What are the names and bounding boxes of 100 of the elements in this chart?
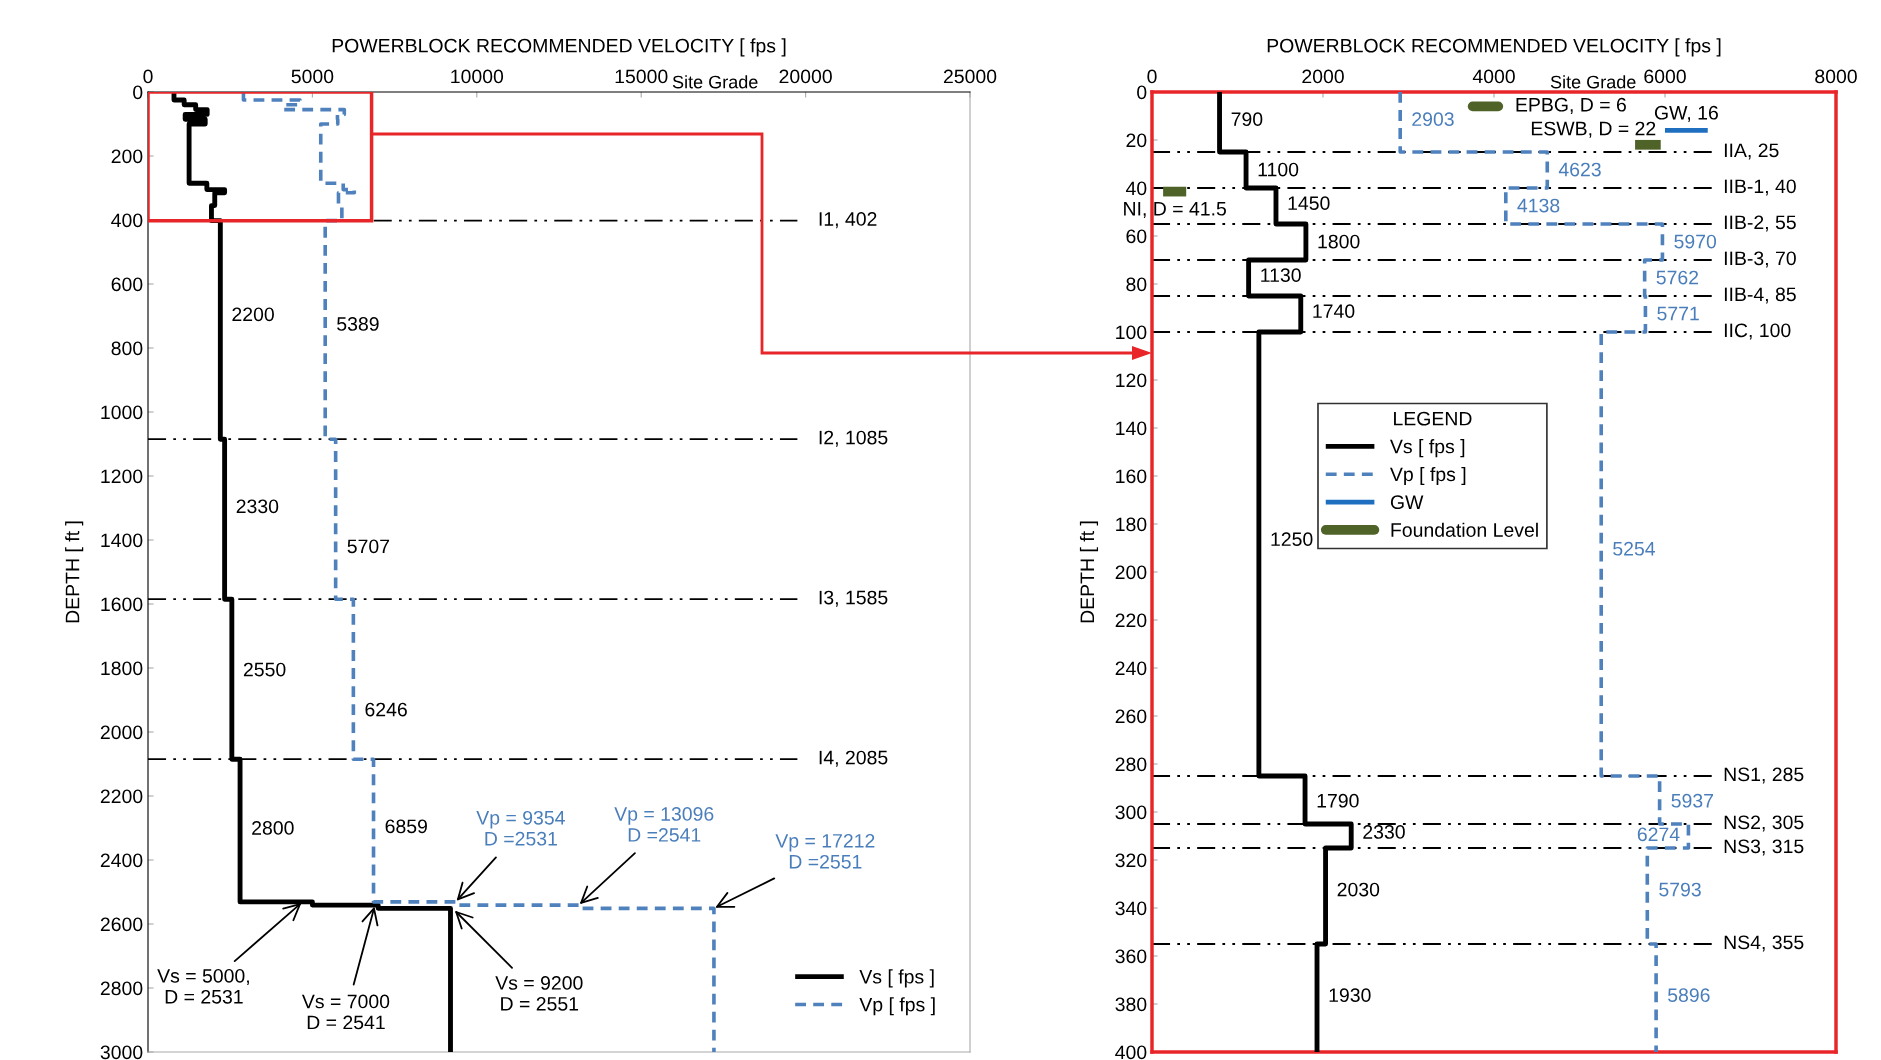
y-tick-label: 200: [1115, 565, 1147, 580]
legend-label: Vs [ fps ]: [1390, 439, 1465, 458]
y-tick-label: 0: [1137, 85, 1147, 100]
annotation: 5937: [1671, 793, 1713, 808]
annotation: 790: [1231, 112, 1263, 127]
ref-line-label: NS4, 355: [1724, 935, 1804, 952]
annotation: ESWB, D = 22: [1531, 121, 1656, 138]
ref-line-label: I3, 1585: [819, 590, 888, 607]
y-tick-label: 80: [1126, 277, 1147, 292]
ref-line-label: I4, 2085: [819, 750, 888, 767]
y-tick-label: 1800: [101, 661, 143, 676]
ref-line-label: IIB-4, 85: [1724, 287, 1796, 304]
annotation: 1250: [1271, 532, 1313, 547]
ref-line-label: IIB-3, 70: [1724, 251, 1796, 268]
annotation: 1450: [1288, 196, 1330, 211]
y-tick-label: 100: [1116, 325, 1147, 340]
ref-line-label: NS1, 285: [1724, 767, 1804, 784]
x-tick-label: 0: [143, 69, 153, 84]
y-tick-label: 2600: [100, 917, 143, 932]
y-tick-label: 20: [1126, 133, 1147, 148]
text: Site Grade: [672, 75, 758, 89]
y-tick-label: 200: [111, 149, 143, 164]
annotation: 1740: [1313, 304, 1355, 319]
y-axis-title: DEPTH [ ft ]: [1079, 521, 1099, 623]
annotation: 1100: [1258, 162, 1299, 177]
x-tick-label: 2000: [1302, 69, 1344, 84]
annotation: 6246: [365, 702, 407, 717]
annotation: Vp = 13096 D =2541: [614, 807, 714, 842]
annotation: 4623: [1558, 162, 1601, 177]
annotation: 2330: [1363, 825, 1405, 839]
y-tick-label: 160: [1116, 469, 1147, 484]
annotation: Vp = 17212 D =2551: [775, 833, 875, 869]
ref-line-label: IIA, 25: [1724, 143, 1779, 160]
x-tick-label: 6000: [1644, 69, 1686, 84]
y-tick-label: 300: [1115, 805, 1147, 820]
annotation: 2800: [252, 821, 294, 835]
annotation: Vs = 5000, D = 2531: [157, 968, 249, 1004]
legend-label: GW: [1390, 495, 1424, 510]
legend-label: Vs [ fps ]: [859, 969, 934, 988]
y-tick-label: 140: [1116, 421, 1147, 436]
y-tick-label: 220: [1115, 613, 1147, 628]
annotation: Vs = 9200 D = 2551: [495, 976, 583, 1011]
annotation: 1130: [1261, 268, 1301, 283]
y-tick-label: 1600: [101, 597, 143, 612]
annotation: 2330: [236, 499, 279, 514]
y-tick-label: 600: [111, 277, 143, 292]
annotation: 6859: [385, 819, 427, 834]
annotation: 5896: [1668, 988, 1710, 1003]
y-tick-label: 3000: [100, 1045, 143, 1060]
annotation: 5762: [1656, 270, 1699, 285]
y-tick-label: 2800: [100, 981, 143, 996]
ref-line-label: IIB-1, 40: [1724, 179, 1796, 196]
ref-line-label: IIC, 100: [1724, 323, 1791, 340]
x-axis-title: POWERBLOCK RECOMMENDED VELOCITY [ fps ]: [332, 38, 786, 57]
text: Site Grade: [1550, 75, 1636, 89]
y-tick-label: 120: [1116, 373, 1147, 388]
y-tick-label: 280: [1115, 757, 1147, 772]
y-tick-label: 360: [1115, 949, 1147, 964]
y-tick-label: 2400: [100, 853, 143, 868]
ref-line-label: IIB-2, 55: [1724, 215, 1796, 232]
y-axis-title: DEPTH [ ft ]: [65, 521, 84, 623]
legend-label: Foundation Level: [1391, 522, 1538, 537]
annotation: EPBG, D = 6: [1516, 97, 1626, 114]
ref-line-label: I1, 402: [819, 212, 877, 229]
annotation: 5707: [347, 539, 390, 554]
y-tick-label: 1400: [101, 533, 143, 548]
x-tick-label: 5000: [291, 69, 334, 84]
ref-line-label: NS3, 315: [1724, 839, 1804, 856]
annotation: Vs = 7000 D = 2541: [301, 994, 390, 1030]
y-tick-label: 800: [111, 341, 143, 356]
annotation: 5970: [1674, 234, 1717, 249]
y-tick-label: 240: [1115, 661, 1147, 676]
annotation: 5793: [1659, 882, 1701, 897]
x-tick-label: 20000: [779, 69, 832, 84]
y-tick-label: 2200: [100, 789, 143, 804]
annotation: 1930: [1329, 988, 1371, 1003]
ref-line-label: I2, 1085: [819, 430, 888, 447]
annotation: Vp = 9354 D =2531: [476, 810, 565, 846]
annotation: 2030: [1337, 882, 1380, 897]
annotation: 4138: [1517, 198, 1560, 213]
y-tick-label: 1200: [101, 469, 143, 484]
y-tick-label: 400: [111, 213, 143, 228]
legend-label: Vp [ fps ]: [859, 997, 935, 1016]
x-tick-label: 4000: [1472, 69, 1515, 84]
x-tick-label: 10000: [451, 69, 504, 84]
y-tick-label: 340: [1115, 901, 1147, 916]
annotation: NI, D = 41.5: [1124, 202, 1226, 218]
y-tick-label: 180: [1116, 517, 1147, 532]
legend-label: Vp [ fps ]: [1390, 466, 1466, 486]
annotation: 5771: [1657, 306, 1699, 321]
ref-line-label: NS2, 305: [1724, 815, 1804, 832]
annotation: 1800: [1318, 234, 1360, 249]
annotation: 2903: [1412, 112, 1454, 127]
y-tick-label: 2000: [100, 725, 143, 740]
x-tick-label: 0: [1147, 69, 1157, 84]
annotation: 6274: [1637, 827, 1680, 842]
x-tick-label: 15000: [615, 69, 668, 84]
y-tick-label: 380: [1115, 997, 1147, 1012]
y-tick-label: 60: [1126, 229, 1147, 244]
annotation: 5389: [337, 317, 379, 331]
